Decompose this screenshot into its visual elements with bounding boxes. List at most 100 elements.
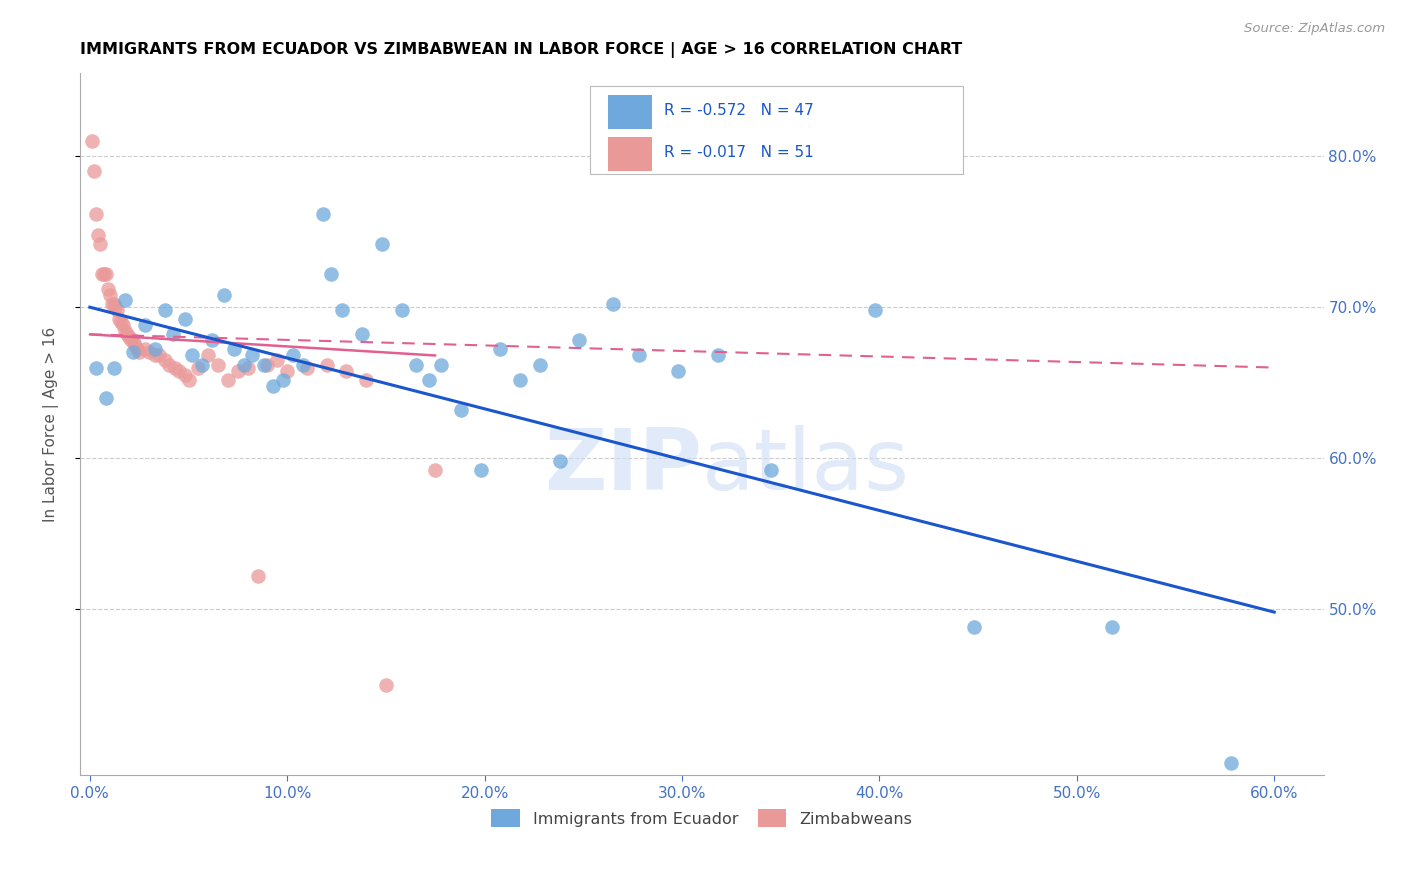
Point: [627, 349, 650, 363]
Point: [666, 363, 689, 377]
Point: [332, 303, 354, 318]
Point: [865, 303, 887, 318]
Point: [97, 282, 120, 296]
Point: [418, 373, 440, 387]
Point: [256, 358, 278, 372]
Point: [963, 620, 986, 634]
Point: [110, 315, 132, 329]
Text: Source: ZipAtlas.com: Source: ZipAtlas.com: [1244, 22, 1385, 36]
FancyBboxPatch shape: [609, 137, 652, 171]
Point: [181, 349, 204, 363]
Point: [197, 349, 219, 363]
Point: [246, 569, 269, 583]
Point: [177, 373, 200, 387]
Point: [568, 334, 591, 348]
Point: [138, 345, 160, 359]
Point: [271, 373, 294, 387]
Point: [98, 288, 121, 302]
Point: [430, 358, 453, 372]
Point: [470, 463, 492, 477]
Point: [1219, 756, 1241, 770]
Point: [127, 343, 149, 357]
Point: [706, 349, 728, 363]
Point: [450, 402, 472, 417]
Point: [217, 373, 239, 387]
Point: [120, 334, 142, 348]
Legend: Immigrants from Ecuador, Zimbabweans: Immigrants from Ecuador, Zimbabweans: [485, 803, 918, 834]
Point: [207, 358, 229, 372]
Point: [118, 330, 141, 344]
Point: [112, 318, 135, 333]
Point: [212, 288, 235, 302]
Point: [122, 345, 145, 359]
Point: [281, 349, 304, 363]
Point: [489, 343, 512, 357]
Point: [262, 378, 284, 392]
Point: [226, 363, 249, 377]
Point: [100, 297, 122, 311]
Point: [405, 358, 427, 372]
Point: [187, 360, 209, 375]
Point: [312, 206, 335, 220]
Point: [1101, 620, 1123, 634]
Text: R = -0.017   N = 51: R = -0.017 N = 51: [665, 145, 814, 161]
Point: [143, 343, 166, 357]
Point: [153, 303, 176, 318]
Point: [163, 360, 186, 375]
Text: R = -0.572   N = 47: R = -0.572 N = 47: [665, 103, 814, 119]
Point: [391, 303, 413, 318]
Point: [529, 358, 551, 372]
Point: [548, 454, 571, 468]
Point: [374, 677, 396, 691]
Point: [319, 267, 342, 281]
Point: [295, 360, 318, 375]
Point: [103, 360, 125, 375]
Point: [108, 312, 131, 326]
Point: [84, 360, 107, 375]
Point: [84, 206, 107, 220]
FancyBboxPatch shape: [609, 95, 652, 129]
Y-axis label: In Labor Force | Age > 16: In Labor Force | Age > 16: [44, 326, 59, 522]
Point: [148, 349, 170, 363]
Point: [114, 324, 136, 338]
Point: [191, 358, 214, 372]
Point: [252, 358, 274, 372]
Point: [509, 373, 531, 387]
Point: [107, 303, 129, 318]
Point: [134, 343, 156, 357]
Point: [173, 312, 195, 326]
Point: [276, 363, 298, 377]
Point: [425, 463, 447, 477]
Point: [93, 267, 115, 281]
Point: [315, 358, 337, 372]
Point: [201, 334, 224, 348]
Point: [122, 334, 145, 348]
Point: [80, 134, 103, 148]
Point: [602, 297, 624, 311]
Point: [162, 327, 184, 342]
Point: [128, 345, 150, 359]
Point: [117, 327, 139, 342]
Point: [173, 368, 195, 383]
Text: ZIP: ZIP: [544, 425, 702, 508]
Point: [94, 267, 117, 281]
Point: [371, 236, 394, 251]
Point: [292, 358, 315, 372]
Point: [104, 300, 127, 314]
Point: [222, 343, 245, 357]
Point: [153, 353, 176, 368]
Point: [157, 358, 180, 372]
Point: [87, 227, 110, 242]
Point: [83, 164, 105, 178]
Point: [240, 349, 263, 363]
Point: [103, 297, 125, 311]
Point: [266, 353, 288, 368]
Point: [352, 327, 374, 342]
Point: [354, 373, 377, 387]
Text: IMMIGRANTS FROM ECUADOR VS ZIMBABWEAN IN LABOR FORCE | AGE > 16 CORRELATION CHAR: IMMIGRANTS FROM ECUADOR VS ZIMBABWEAN IN…: [80, 42, 962, 58]
FancyBboxPatch shape: [591, 86, 963, 174]
Point: [114, 293, 136, 307]
Point: [134, 318, 156, 333]
Text: atlas: atlas: [702, 425, 910, 508]
Point: [167, 363, 190, 377]
